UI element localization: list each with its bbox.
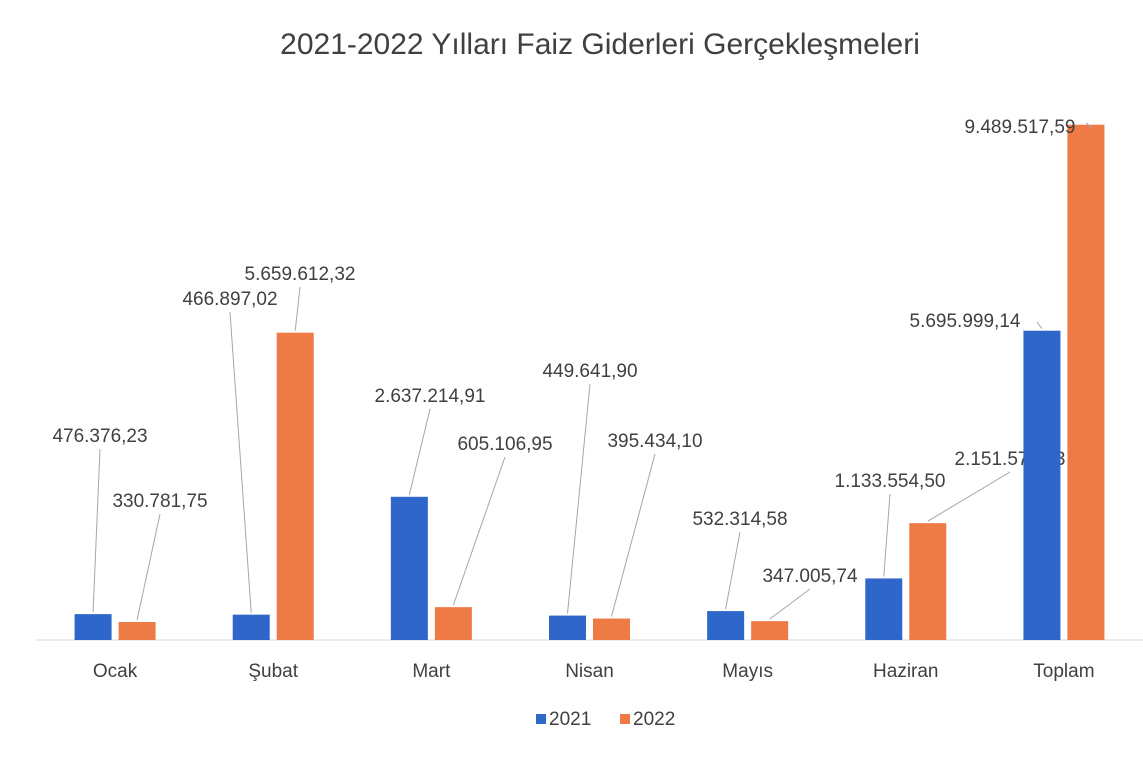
leader-line	[1036, 321, 1043, 330]
bar	[593, 618, 630, 640]
legend-label: 2021	[549, 709, 591, 730]
leader-line	[567, 383, 591, 614]
legend-label: 2022	[633, 709, 675, 730]
data-label: 330.781,75	[112, 491, 207, 512]
bar	[276, 332, 314, 640]
data-label: 5.659.612,32	[245, 264, 356, 285]
x-tick-label: Nisan	[565, 661, 614, 682]
bar	[707, 611, 745, 640]
data-label: 9.489.517,59	[965, 117, 1076, 138]
bar	[434, 607, 472, 640]
data-label: 5.695.999,14	[910, 311, 1021, 332]
data-label: 605.106,95	[457, 434, 552, 455]
bar	[751, 621, 789, 640]
x-tick-label: Ocak	[93, 661, 138, 682]
data-label: 2.637.214,91	[375, 386, 486, 407]
bar	[74, 614, 112, 640]
bar	[1023, 330, 1061, 640]
leader-line	[294, 286, 301, 331]
chart-title: 2021-2022 Yılları Faiz Giderleri Gerçekl…	[280, 28, 920, 61]
bar	[118, 622, 156, 640]
data-label: 532.314,58	[692, 509, 787, 530]
leader-line	[136, 513, 161, 621]
leader-line	[229, 311, 252, 613]
legend-swatch	[620, 714, 630, 724]
leader-line	[883, 493, 891, 577]
data-label: 395.434,10	[607, 431, 702, 452]
leader-line	[927, 471, 1011, 522]
data-label: 466.897,02	[182, 289, 277, 310]
x-tick-label: Şubat	[248, 661, 298, 682]
leader-line	[92, 448, 101, 613]
leader-line	[769, 588, 811, 620]
x-tick-label: Haziran	[873, 661, 938, 682]
leader-line	[408, 408, 431, 495]
x-tick-label: Mayıs	[722, 661, 773, 682]
data-label: 1.133.554,50	[835, 471, 946, 492]
bar	[909, 523, 947, 640]
data-label: 449.641,90	[542, 361, 637, 382]
leader-line	[1085, 122, 1093, 129]
data-label: 476.376,23	[52, 426, 147, 447]
data-label: 347.005,74	[762, 566, 858, 587]
leader-line	[452, 456, 506, 606]
x-tick-label: Mart	[412, 661, 451, 682]
leader-line	[611, 453, 656, 617]
bar	[390, 496, 428, 640]
bar	[232, 614, 270, 640]
bar	[865, 578, 903, 640]
legend-swatch	[536, 714, 546, 724]
bar	[1067, 124, 1105, 641]
x-tick-label: Toplam	[1033, 661, 1094, 682]
bar	[549, 615, 586, 640]
leader-line	[725, 531, 741, 610]
